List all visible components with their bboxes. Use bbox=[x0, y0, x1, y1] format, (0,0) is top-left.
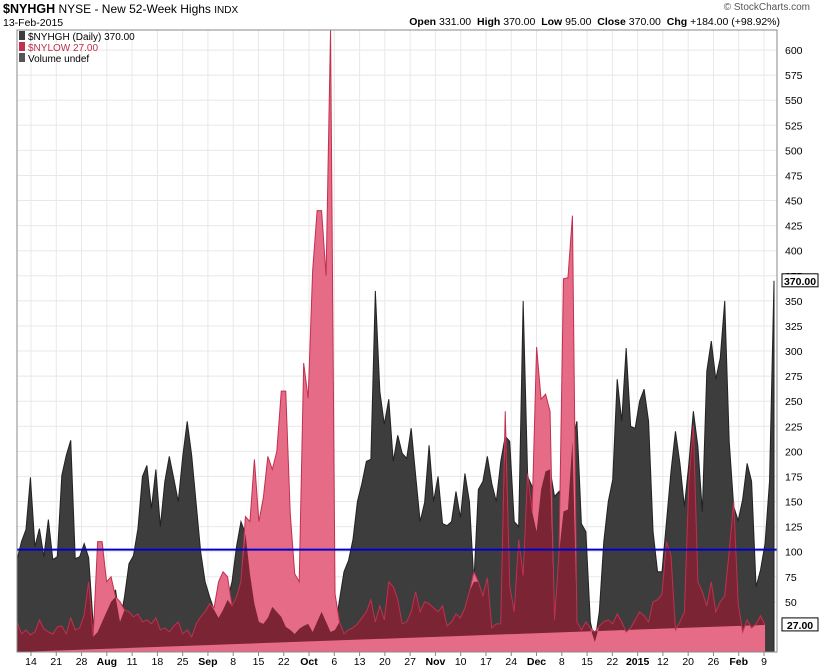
y-tick-label: 500 bbox=[785, 145, 803, 157]
low-label: Low bbox=[541, 16, 563, 28]
legend-swatch-lows bbox=[19, 42, 25, 51]
plot-frame bbox=[16, 29, 778, 653]
x-tick-label: 2015 bbox=[626, 656, 650, 668]
x-tick-label: 14 bbox=[25, 656, 37, 668]
last-value-lows-box bbox=[781, 617, 819, 632]
stockcharts-credit: © StockCharts.com bbox=[723, 2, 810, 13]
y-tick-label: 125 bbox=[785, 522, 803, 534]
last-value-highs-box bbox=[781, 273, 819, 288]
last-value-highs-text: 370.00 bbox=[784, 276, 816, 288]
x-tick-label: 26 bbox=[708, 656, 720, 668]
ohlc-readout: Open 331.00 High 370.00 Low 95.00 Close … bbox=[409, 16, 780, 28]
symbol: $NYHGH bbox=[3, 2, 56, 16]
y-tick-label: 225 bbox=[785, 421, 803, 433]
x-tick-label: Dec bbox=[527, 656, 546, 668]
close-value: 370.00 bbox=[628, 16, 661, 28]
y-tick-label: 525 bbox=[785, 120, 803, 132]
y-tick-label: 100 bbox=[785, 547, 803, 559]
x-tick-label: Nov bbox=[425, 656, 445, 668]
high-label: High bbox=[477, 16, 501, 28]
x-tick-label: 6 bbox=[331, 656, 337, 668]
symbol-name: NYSE - New 52-Week Highs bbox=[58, 2, 211, 16]
chart-header: $NYHGH NYSE - New 52-Week Highs INDX 13-… bbox=[0, 0, 820, 30]
x-axis: 14 21 28 Aug 11 18 25 Sep 8 15 22 Oct 6 13 20 27 Nov 10 17… bbox=[25, 652, 767, 668]
x-tick-label: 8 bbox=[230, 656, 236, 668]
x-tick-label: 20 bbox=[682, 656, 694, 668]
x-tick-label: 28 bbox=[76, 656, 88, 668]
y-tick-label: 175 bbox=[785, 471, 803, 483]
open-value: 331.00 bbox=[439, 16, 472, 28]
chart-date: 13-Feb-2015 bbox=[3, 17, 64, 29]
y-tick-label: 350 bbox=[785, 296, 803, 308]
y-tick-label: 400 bbox=[785, 246, 803, 258]
legend: $NYHGH (Daily) 370.00 $NYLOW 27.00 Volum… bbox=[19, 31, 135, 65]
y-tick-label: 250 bbox=[785, 396, 803, 408]
x-tick-label: 18 bbox=[152, 656, 164, 668]
legend-volume: Volume undef bbox=[28, 54, 89, 65]
y-tick-label: 450 bbox=[785, 196, 803, 208]
y-tick-label: 75 bbox=[785, 572, 797, 584]
x-tick-label: 10 bbox=[455, 656, 467, 668]
close-label: Close bbox=[597, 16, 626, 28]
x-tick-label: 9 bbox=[761, 656, 767, 668]
x-tick-label: 15 bbox=[581, 656, 593, 668]
legend-lows: $NYLOW 27.00 bbox=[28, 43, 98, 54]
y-tick-label: 575 bbox=[785, 70, 803, 82]
x-tick-label: 13 bbox=[354, 656, 366, 668]
y-tick-label: 475 bbox=[785, 170, 803, 182]
x-tick-label: Sep bbox=[198, 656, 217, 668]
x-tick-label: 20 bbox=[379, 656, 391, 668]
x-tick-label: 27 bbox=[404, 656, 416, 668]
chg-value: +184.00 (+98.92%) bbox=[690, 16, 780, 28]
x-tick-label: Oct bbox=[300, 656, 318, 668]
x-tick-label: 17 bbox=[480, 656, 492, 668]
x-tick-label: 24 bbox=[505, 656, 517, 668]
lows-line bbox=[17, 30, 766, 639]
chg-label: Chg bbox=[666, 16, 688, 28]
y-tick-label: 425 bbox=[785, 221, 803, 233]
x-tick-label: 25 bbox=[177, 656, 189, 668]
plot-areas bbox=[17, 30, 775, 652]
y-tick-label: 300 bbox=[785, 346, 803, 358]
symbol-title: $NYHGH NYSE - New 52-Week Highs INDX bbox=[3, 2, 238, 16]
legend-swatch-volume bbox=[19, 53, 25, 62]
y-tick-label: 325 bbox=[785, 321, 803, 333]
exchange: INDX bbox=[214, 5, 239, 16]
legend-highs: $NYHGH (Daily) 370.00 bbox=[28, 32, 135, 43]
x-tick-label: 11 bbox=[127, 656, 138, 668]
y-tick-label: 150 bbox=[785, 497, 803, 509]
last-value-highs: 370.00 bbox=[781, 273, 819, 288]
highs-area bbox=[17, 280, 775, 652]
x-tick-label: 15 bbox=[253, 656, 265, 668]
x-tick-label: 21 bbox=[50, 656, 62, 668]
y-tick-label: 275 bbox=[785, 371, 803, 383]
overlap-area bbox=[17, 425, 766, 652]
low-value: 95.00 bbox=[565, 16, 592, 28]
x-tick-label: 22 bbox=[278, 656, 290, 668]
legend-swatch-highs bbox=[19, 31, 25, 40]
x-tick-label: Aug bbox=[97, 656, 117, 668]
y-tick-label: 550 bbox=[785, 95, 803, 107]
x-tick-label: 8 bbox=[559, 656, 565, 668]
y-tick-label: 50 bbox=[785, 597, 797, 609]
y-tick-label: 600 bbox=[785, 45, 803, 57]
x-tick-label: Feb bbox=[729, 656, 748, 668]
open-label: Open bbox=[409, 16, 437, 28]
high-value: 370.00 bbox=[503, 16, 536, 28]
last-value-lows: 27.00 bbox=[781, 617, 819, 632]
y-tick-label: 200 bbox=[785, 446, 803, 458]
x-tick-label: 22 bbox=[607, 656, 619, 668]
y-axis: 5075100125150175200225250275300325350375… bbox=[781, 45, 819, 632]
x-tick-label: 12 bbox=[657, 656, 669, 668]
last-value-lows-text: 27.00 bbox=[787, 620, 813, 632]
